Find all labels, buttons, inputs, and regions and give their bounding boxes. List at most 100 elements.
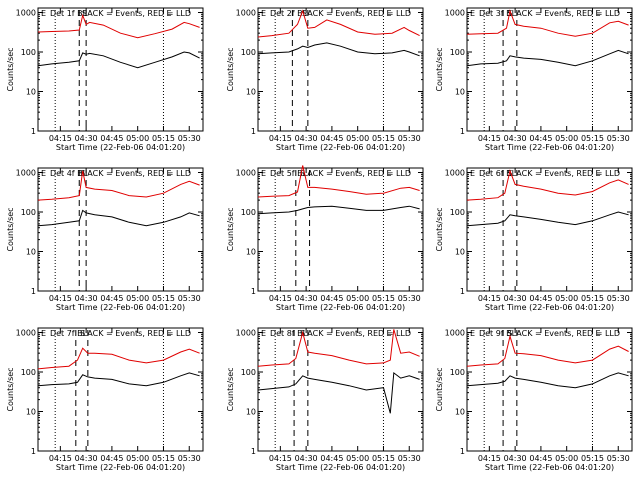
x-tick-label: 05:15 xyxy=(152,134,175,143)
x-tick-label: 04:45 xyxy=(320,134,343,143)
marker-label-e-right: E xyxy=(166,329,171,338)
y-tick-label: 10 xyxy=(246,248,256,257)
series-line-events xyxy=(37,51,200,69)
series-line-events xyxy=(257,42,420,57)
panel-5: Det 5f BLACK = Events, RED = LLD 1 10 100 10… xyxy=(226,165,424,312)
y-axis-label: Counts/sec xyxy=(435,207,444,251)
x-tick-label: 05:00 xyxy=(346,294,369,303)
x-tick-label: 04:30 xyxy=(504,294,527,303)
y-tick-label: 1 xyxy=(31,127,36,136)
x-tick-label: 04:15 xyxy=(478,134,501,143)
panel-9: Det 9f BLACK = Events, RED = LLD 1 10 100 10… xyxy=(435,327,633,472)
panel-8: Det 8f BLACK = Events, RED = LLD 1 10 100 10… xyxy=(226,327,424,472)
marker-label-e-right: E xyxy=(595,9,600,18)
plot-frame xyxy=(37,167,204,292)
plot-title: Det 4f BLACK = Events, RED = LLD xyxy=(50,169,191,178)
x-tick-label: 05:15 xyxy=(372,134,395,143)
marker-label-e-left: E xyxy=(41,169,46,178)
y-tick-label: 100 xyxy=(450,48,465,57)
x-tick-label: 04:15 xyxy=(478,454,501,463)
y-tick-label: 10 xyxy=(455,88,465,97)
x-tick-label: 05:00 xyxy=(346,134,369,143)
x-tick-label: 04:45 xyxy=(320,454,343,463)
y-tick-label: 1 xyxy=(251,287,256,296)
x-tick-label: 05:30 xyxy=(178,134,201,143)
x-tick-label: 05:30 xyxy=(398,294,421,303)
x-tick-label: 05:00 xyxy=(126,294,149,303)
y-tick-label: 1000 xyxy=(445,169,465,178)
plot-title: Det 6f BLACK = Events, RED = LLD xyxy=(479,169,620,178)
y-tick-label: 1 xyxy=(460,287,465,296)
marker-label-s: S xyxy=(82,9,87,18)
y-tick-label: 1 xyxy=(460,447,465,456)
series-line-events xyxy=(257,371,420,414)
y-tick-label: 100 xyxy=(450,368,465,377)
x-tick-label: 04:45 xyxy=(100,134,123,143)
series-line-lld xyxy=(257,9,420,38)
marker-label-e-right: E xyxy=(386,9,391,18)
x-tick-label: 05:00 xyxy=(126,134,149,143)
y-tick-label: 100 xyxy=(241,208,256,217)
x-tick-label: 04:30 xyxy=(504,134,527,143)
y-tick-label: 1 xyxy=(31,447,36,456)
panel-4: Det 4f BLACK = Events, RED = LLD 1 10 100 10… xyxy=(6,167,204,312)
x-tick-label: 04:15 xyxy=(269,294,292,303)
x-tick-label: 05:30 xyxy=(178,294,201,303)
y-axis-label: Counts/sec xyxy=(6,47,15,91)
x-axis-label: Start Time (22-Feb-06 04:01:20) xyxy=(56,303,185,312)
y-axis-label: Counts/sec xyxy=(435,47,444,91)
series-line-events xyxy=(37,209,200,227)
plot-title: Det 1f BLACK = Events, RED = LLD xyxy=(50,9,191,18)
x-tick-label: 04:30 xyxy=(75,134,98,143)
x-tick-label: 05:30 xyxy=(607,294,630,303)
y-tick-label: 100 xyxy=(241,48,256,57)
y-tick-label: 1 xyxy=(251,127,256,136)
series-line-lld xyxy=(466,9,629,37)
x-axis-label: Start Time (22-Feb-06 04:01:20) xyxy=(485,143,614,152)
series-line-events xyxy=(257,205,420,215)
marker-label-e-left: E xyxy=(470,329,475,338)
marker-label-s: S xyxy=(300,169,305,178)
marker-label-e-left: E xyxy=(41,9,46,18)
x-axis-label: Start Time (22-Feb-06 04:01:20) xyxy=(56,463,185,472)
marker-label-e-right: E xyxy=(166,169,171,178)
plot-frame xyxy=(466,167,633,292)
series-line-events xyxy=(466,372,629,389)
plot-frame xyxy=(37,7,204,132)
x-tick-label: 05:15 xyxy=(372,294,395,303)
plot-title: Det 5f BLACK = Events, RED = LLD xyxy=(270,169,411,178)
y-tick-label: 100 xyxy=(21,48,36,57)
marker-label-e-left: E xyxy=(261,169,266,178)
panel-1: Det 1f BLACK = Events, RED = LLD 1 10 100 10… xyxy=(6,7,204,152)
marker-label-e-right: E xyxy=(595,329,600,338)
marker-label-s: S xyxy=(80,329,85,338)
y-tick-label: 10 xyxy=(455,408,465,417)
y-axis-label: Counts/sec xyxy=(6,207,15,251)
panel-6: Det 6f BLACK = Events, RED = LLD 1 10 100 10… xyxy=(435,167,633,312)
x-tick-label: 04:45 xyxy=(529,454,552,463)
y-tick-label: 10 xyxy=(26,248,36,257)
marker-label-e-left: E xyxy=(261,329,266,338)
x-tick-label: 04:30 xyxy=(75,454,98,463)
series-line-lld xyxy=(257,329,420,367)
x-tick-label: 04:45 xyxy=(100,454,123,463)
x-tick-label: 04:15 xyxy=(269,134,292,143)
x-tick-label: 05:30 xyxy=(398,134,421,143)
marker-label-s: S xyxy=(507,169,512,178)
series-line-lld xyxy=(37,13,200,39)
y-tick-label: 100 xyxy=(21,368,36,377)
x-tick-label: 05:15 xyxy=(372,454,395,463)
x-tick-label: 05:00 xyxy=(555,294,578,303)
y-tick-label: 1000 xyxy=(236,9,256,18)
y-tick-label: 1000 xyxy=(236,329,256,338)
x-tick-label: 04:15 xyxy=(49,134,72,143)
x-tick-label: 04:45 xyxy=(100,294,123,303)
x-axis-label: Start Time (22-Feb-06 04:01:20) xyxy=(276,463,405,472)
y-tick-label: 100 xyxy=(21,208,36,217)
x-axis-label: Start Time (22-Feb-06 04:01:20) xyxy=(485,303,614,312)
y-tick-label: 1000 xyxy=(236,169,256,178)
y-tick-label: 1000 xyxy=(16,169,36,178)
x-axis-label: Start Time (22-Feb-06 04:01:20) xyxy=(56,143,185,152)
x-axis-label: Start Time (22-Feb-06 04:01:20) xyxy=(276,143,405,152)
marker-label-e-right: E xyxy=(595,169,600,178)
